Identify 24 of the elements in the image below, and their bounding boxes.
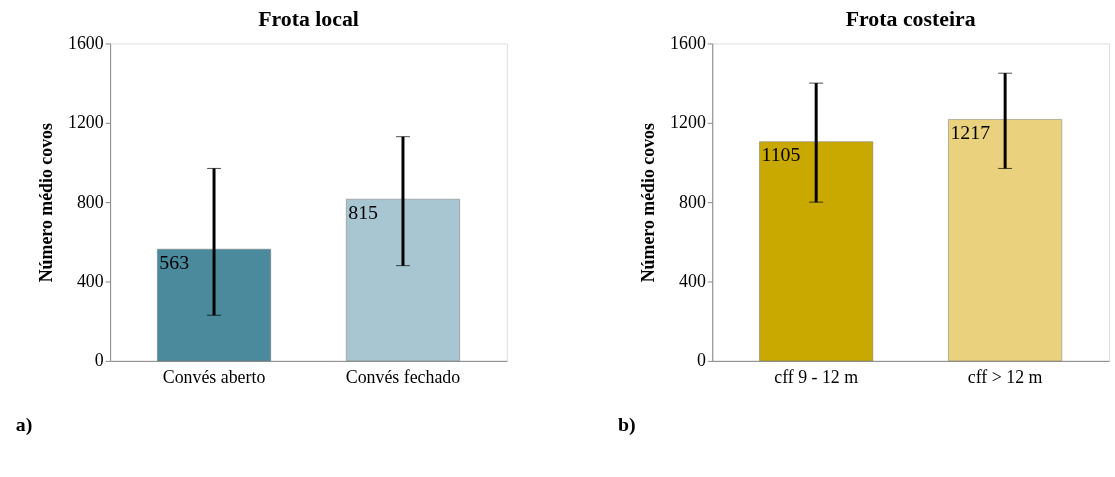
x-tick-label: cff > 12 m bbox=[967, 367, 1043, 388]
y-tick-label: 1600 bbox=[670, 32, 706, 53]
y-tick-label: 1200 bbox=[67, 112, 104, 133]
data-label: 1217 bbox=[950, 121, 991, 144]
x-tick-label: Convés fechado bbox=[345, 367, 461, 388]
data-label: 1105 bbox=[761, 143, 801, 166]
y-tick-label: 400 bbox=[76, 270, 104, 291]
x-tick-label: cff 9 - 12 m bbox=[774, 367, 859, 388]
y-tick-label: 0 bbox=[696, 350, 706, 371]
data-label: 815 bbox=[348, 201, 379, 224]
text: b) bbox=[618, 413, 636, 437]
chart-title: Frota local bbox=[258, 6, 359, 31]
y-axis-title: Número médio covos bbox=[638, 122, 659, 283]
x-tick-label: Convés aberto bbox=[162, 367, 266, 388]
y-tick-label: 800 bbox=[679, 191, 706, 212]
y-tick-label: 1200 bbox=[670, 112, 706, 133]
text: a) bbox=[15, 413, 33, 437]
y-axis-title: Número médio covos bbox=[36, 122, 57, 283]
data-label: 563 bbox=[159, 251, 190, 274]
chart-title: Frota costeira bbox=[845, 6, 976, 31]
y-tick-label: 400 bbox=[679, 270, 706, 291]
y-tick-label: 0 bbox=[94, 350, 104, 371]
y-tick-label: 800 bbox=[76, 191, 104, 212]
y-tick-label: 1600 bbox=[67, 32, 104, 53]
